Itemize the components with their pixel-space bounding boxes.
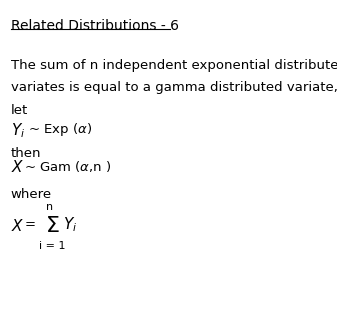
Text: $X$: $X$ <box>11 218 24 234</box>
Text: n: n <box>46 203 53 213</box>
Text: $\Sigma$: $\Sigma$ <box>44 215 59 237</box>
Text: let: let <box>11 104 28 117</box>
Text: ~ Gam ($\alpha$,n ): ~ Gam ($\alpha$,n ) <box>24 159 111 175</box>
Text: where: where <box>11 188 52 201</box>
Text: $Y_i$: $Y_i$ <box>63 215 78 234</box>
Text: $Y_i$: $Y_i$ <box>11 121 25 140</box>
Text: variates is equal to a gamma distributed variate, i.e.: variates is equal to a gamma distributed… <box>11 81 337 94</box>
Text: Related Distributions - 6: Related Distributions - 6 <box>11 19 179 33</box>
Text: =: = <box>25 218 36 232</box>
Text: The sum of n independent exponential distributed: The sum of n independent exponential dis… <box>11 59 337 72</box>
Text: $X$: $X$ <box>11 159 24 175</box>
Text: then: then <box>11 147 41 160</box>
Text: ~ Exp ($\alpha$): ~ Exp ($\alpha$) <box>28 121 92 138</box>
Text: i = 1: i = 1 <box>39 241 66 251</box>
